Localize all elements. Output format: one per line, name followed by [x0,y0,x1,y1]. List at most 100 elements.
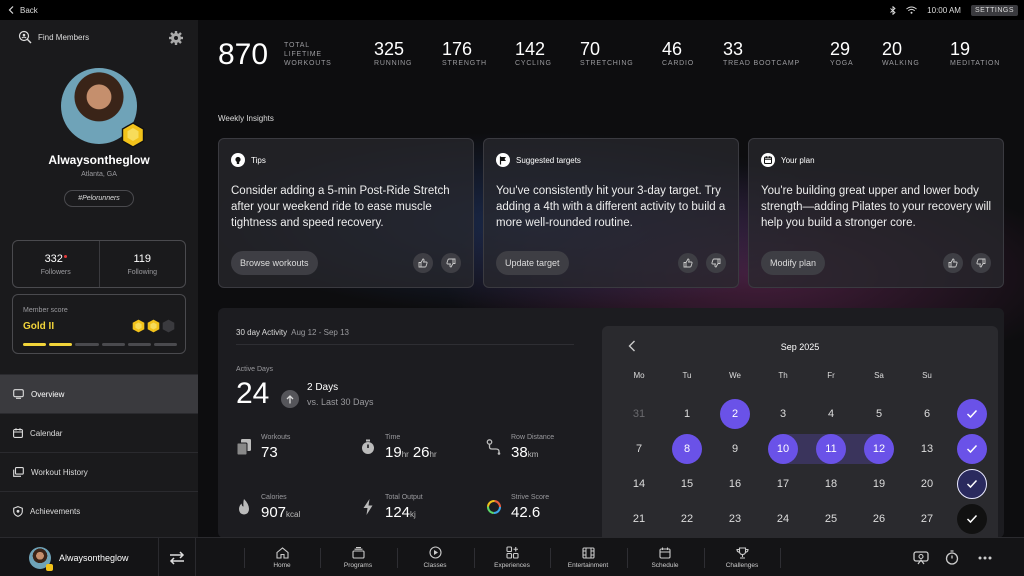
back-button[interactable]: Back [0,6,38,15]
calendar-day[interactable]: 24 [768,504,798,534]
calendar-day-number: 19 [872,478,886,490]
followers-button[interactable]: 332 Followers [13,241,99,287]
tab-schedule[interactable]: Schedule [627,538,703,576]
metrics-display-button[interactable] [913,538,929,576]
find-members-icon [18,30,32,44]
calendar-day[interactable]: 19 [864,469,894,499]
weekday-label: We [729,371,741,380]
follow-stats: 332 Followers 119 Following [12,240,186,288]
metric-calories: Calories 907kcal [236,494,354,528]
arrow-up-icon [281,390,299,408]
calendar-month: Sep 2025 [780,342,820,352]
insight-action-button[interactable]: Modify plan [761,251,826,275]
calendar-day-number: 10 [776,443,790,455]
calendar-day[interactable]: 16 [720,469,750,499]
member-score-title: Member score [23,307,68,314]
following-label: Following [127,268,158,276]
weekday-label: Tu [682,371,692,380]
stat-label: STRETCHING [580,60,634,67]
thumbs-up-icon [683,258,693,268]
profile-tag[interactable]: #Pelorunners [64,190,134,207]
insight-action-button[interactable]: Browse workouts [231,251,318,275]
calendar-day[interactable]: 13 [912,434,942,464]
calendar-day[interactable]: 15 [672,469,702,499]
gear-icon[interactable] [168,30,184,46]
weekday-label: Th [778,371,788,380]
calendar-day-number: 17 [776,478,790,490]
sidebar-item-label: Calendar [30,428,63,438]
more-button[interactable] [978,538,992,576]
profile-avatar[interactable] [61,68,145,148]
tab-experiences[interactable]: Experiences [474,538,550,576]
calendar-day[interactable]: 5 [864,399,894,429]
thumbs-down-button[interactable] [971,253,991,273]
stat-value: 20 [882,39,903,59]
tab-classes[interactable]: Classes [397,538,473,576]
calendar-day[interactable]: 14 [624,469,654,499]
calendar-day[interactable]: 1 [672,399,702,429]
insight-card-text: You've consistently hit your 3-day targe… [496,185,726,229]
active-days-value: 24 [236,377,270,410]
tab-challenges[interactable]: Challenges [704,538,780,576]
swap-arrows-icon [169,550,185,565]
member-score-card[interactable]: Member score Gold II [12,294,186,354]
play-icon [428,546,442,559]
calendar-day[interactable]: 11 [816,434,846,464]
divider [627,548,628,568]
divider [320,548,321,568]
calendar-day[interactable]: 7 [624,434,654,464]
tab-home[interactable]: Home [244,538,320,576]
tab-label: Programs [343,561,373,569]
find-members-button[interactable]: Find Members [18,30,89,44]
calendar-day[interactable]: 10 [768,434,798,464]
sidebar-item-calendar[interactable]: Calendar [0,413,198,452]
calendar-day[interactable]: 26 [864,504,894,534]
thumbs-down-button[interactable] [706,253,726,273]
current-user-button[interactable]: Alwaysontheglow [0,538,158,576]
chevron-left-icon[interactable] [628,340,636,352]
metric-label: Total Output [385,494,423,501]
calendar-day[interactable]: 6 [912,399,942,429]
switch-user-button[interactable] [158,538,196,576]
thumbs-up-button[interactable] [413,253,433,273]
calendar-day[interactable]: 8 [672,434,702,464]
sidebar-item-overview[interactable]: Overview [0,374,198,413]
metric-value-group: 19hr 26hr [385,444,437,461]
thumbs-up-button[interactable] [678,253,698,273]
calendar-day[interactable]: 2 [720,399,750,429]
thumbs-down-button[interactable] [441,253,461,273]
tab-entertainment[interactable]: Entertainment [550,538,626,576]
calendar-day[interactable]: 31 [624,399,654,429]
sidebar-item-achievements[interactable]: Achievements [0,491,198,530]
calendar-day[interactable]: 20 [912,469,942,499]
insight-action-button[interactable]: Update target [496,251,569,275]
thumbs-up-button[interactable] [943,253,963,273]
metric-total-output: Total Output 124kj [360,494,478,528]
stopwatch-icon [945,550,959,565]
calendar-day[interactable]: 27 [912,504,942,534]
thumbs-down-icon [711,258,721,268]
metric-value-group: 907kcal [261,504,300,521]
metric-unit: km [527,450,539,459]
calendar-day[interactable]: 21 [624,504,654,534]
calendar-day[interactable]: 18 [816,469,846,499]
calendar-day[interactable]: 17 [768,469,798,499]
calendar-day[interactable]: 12 [864,434,894,464]
sidebar-item-workout-history[interactable]: Workout History [0,452,198,491]
calendar-day[interactable]: 25 [816,504,846,534]
tab-programs[interactable]: Programs [320,538,396,576]
following-button[interactable]: 119 Following [98,241,186,287]
feedback-buttons [413,253,461,273]
stat-label: YOGA [830,60,854,67]
calendar-day[interactable]: 23 [720,504,750,534]
checkmark-icon [966,514,978,524]
timer-button[interactable] [945,538,959,576]
calendar-day[interactable]: 3 [768,399,798,429]
divider [704,548,705,568]
sidebar-item-label: Achievements [30,506,81,516]
calendar-day[interactable]: 4 [816,399,846,429]
calendar-day[interactable]: 9 [720,434,750,464]
settings-button[interactable]: SETTINGS [970,4,1018,16]
calendar-day[interactable]: 22 [672,504,702,534]
stat-tread-bootcamp: 33 TREAD BOOTCAMP [723,38,800,67]
